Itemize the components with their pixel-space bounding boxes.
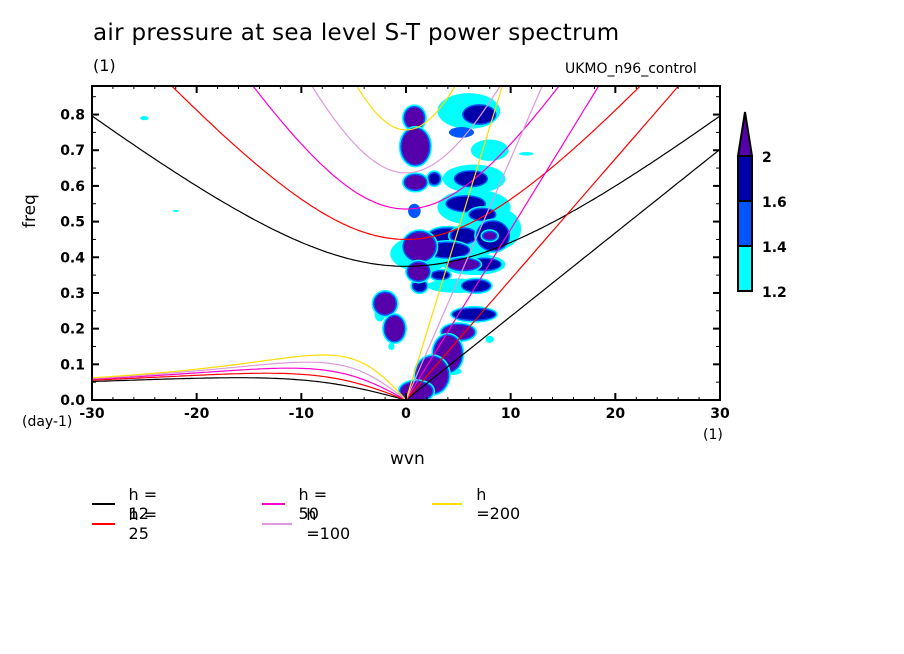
colorbar-extend-arrow [736, 111, 754, 157]
contour-blob [388, 342, 395, 351]
contour-blob [140, 115, 149, 121]
x-tick-label: -10 [289, 406, 315, 422]
y-tick-label: 0.3 [60, 286, 85, 302]
colorbar-label: 2 [762, 150, 772, 166]
contour-blob [453, 309, 495, 320]
x-tick-label: 0 [401, 406, 411, 422]
y-tick-label: 0.4 [60, 250, 85, 266]
colorbar-segment [737, 200, 753, 247]
contour-blob [455, 171, 487, 186]
title-units: (1) [93, 56, 116, 75]
source-label: UKMO_n96_control [565, 61, 697, 77]
rossby-wave-curve [92, 377, 407, 400]
inertia-gravity-curve [92, 115, 720, 267]
legend-swatch [92, 523, 115, 525]
legend-item-h100: h =100 [262, 505, 356, 543]
legend-label: h = 50 [298, 485, 328, 523]
y-tick-label: 0.2 [60, 322, 85, 338]
colorbar-label: 1.4 [762, 240, 787, 256]
kelvin-wave-curve [405, 148, 720, 400]
contour-blob [447, 259, 480, 270]
chart-title: air pressure at sea level S-T power spec… [93, 20, 620, 46]
kelvin-wave-curve [405, 86, 600, 400]
legend-swatch [92, 503, 115, 505]
x-tick-label: 30 [710, 406, 730, 422]
y-axis-units: (day-1) [22, 414, 73, 430]
contour-blob [408, 203, 421, 219]
y-tick-label: 0.1 [60, 357, 85, 373]
y-tick-label: 0.8 [60, 108, 85, 124]
contour-blob [408, 262, 430, 281]
contour-blob [385, 316, 404, 342]
contour-blob [404, 107, 424, 129]
dispersion-curves [92, 86, 720, 400]
legend-label: h = 12 [128, 485, 158, 523]
axes: -30 -20 -10 0 10 20 30 0.0 0.1 0.2 0.3 0.4 0.5 0.6 0.7… [60, 85, 730, 422]
kelvin-wave-curve [405, 86, 543, 400]
legend-swatch [262, 503, 285, 505]
contour-fills [140, 93, 534, 400]
colorbar-segment [737, 245, 753, 292]
rossby-wave-curve [92, 372, 407, 400]
x-axis-label: wvn [390, 449, 425, 469]
contour-blob [432, 271, 449, 279]
legend-swatch [262, 523, 293, 525]
inertia-gravity-curve [356, 86, 456, 131]
legend-item-h25: h = 25 [92, 505, 162, 543]
y-tick-label: 0.5 [60, 215, 85, 231]
contour-blob [463, 105, 495, 124]
x-tick-label: -20 [184, 406, 210, 422]
rossby-wave-curve [92, 367, 407, 400]
legend-item-h50: h = 50 [262, 485, 332, 523]
legend-item-h200: h =200 [432, 485, 526, 523]
kelvin-wave-curve [405, 86, 503, 400]
contour-blob [448, 127, 475, 138]
legend-label: h =100 [306, 505, 351, 543]
legend-swatch [432, 503, 463, 505]
x-tick-label: -30 [79, 406, 105, 422]
contour-blob [470, 139, 509, 161]
contour-blob [469, 209, 495, 220]
contour-blob [485, 335, 494, 343]
colorbar-segment [737, 155, 753, 202]
colorbar: 1.2 1.4 1.6 2 [736, 111, 787, 301]
x-tick-label: 10 [501, 406, 521, 422]
contour-blob [401, 128, 430, 165]
inertia-gravity-curve [170, 86, 642, 240]
rossby-wave-curve [92, 354, 407, 400]
colorbar-label: 1.6 [762, 195, 787, 211]
contour-blob [483, 232, 497, 240]
contour-blob [519, 152, 534, 156]
rossby-wave-curve [92, 361, 407, 400]
legend-label: h =200 [476, 485, 521, 523]
contour-blob [429, 173, 440, 185]
x-axis-units: (1) [703, 427, 723, 443]
contour-blob [172, 209, 179, 212]
legend-item-h12: h = 12 [92, 485, 162, 523]
legend-label: h = 25 [128, 505, 158, 543]
contour-blob [374, 292, 396, 315]
contour-blob [404, 175, 426, 190]
x-tick-label: 20 [606, 406, 626, 422]
kelvin-wave-curve [405, 86, 680, 400]
y-tick-label: 0.0 [60, 393, 85, 409]
colorbar-label: 1.2 [762, 285, 787, 301]
y-tick-label: 0.6 [60, 179, 85, 195]
inertia-gravity-curve [311, 86, 501, 174]
inertia-gravity-curve [252, 86, 560, 210]
y-tick-label: 0.7 [60, 143, 85, 159]
